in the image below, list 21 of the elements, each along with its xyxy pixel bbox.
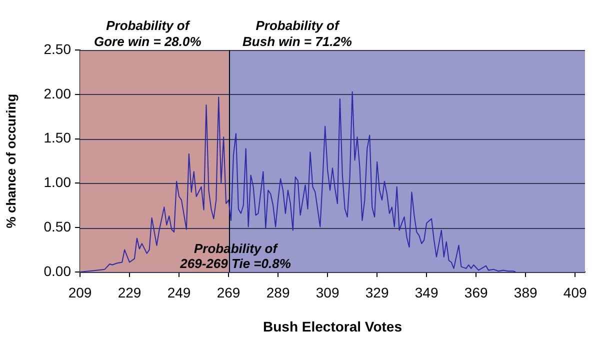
y-tick-label: 2.50 (44, 40, 72, 57)
x-tick-label: 309 (316, 284, 340, 300)
y-axis-title: % chance of occuring (3, 94, 18, 228)
y-tick-label: 2.00 (44, 85, 72, 102)
y-tick-label: 1.50 (44, 130, 72, 146)
x-tick-label: 409 (563, 284, 587, 300)
x-tick-label: 269 (216, 284, 240, 300)
x-tick-label: 369 (464, 284, 488, 300)
y-tick-label: 0.00 (44, 262, 72, 279)
x-tick-label: 389 (514, 284, 538, 300)
x-tick-label: 329 (365, 284, 389, 300)
band-label: Probability of Bush win = 71.2% (242, 18, 352, 49)
x-axis-title: Bush Electoral Votes (262, 318, 402, 334)
x-tick-label: 349 (414, 284, 438, 300)
band-label: Probability of Gore win = 28.0% (94, 18, 202, 49)
y-tick-label: 1.00 (44, 174, 72, 190)
x-tick-label: 249 (167, 284, 191, 300)
x-tick-label: 209 (68, 284, 92, 300)
y-tick-label: 0.50 (44, 218, 72, 234)
x-tick-label: 289 (266, 284, 290, 300)
x-tick-label: 229 (118, 284, 142, 300)
